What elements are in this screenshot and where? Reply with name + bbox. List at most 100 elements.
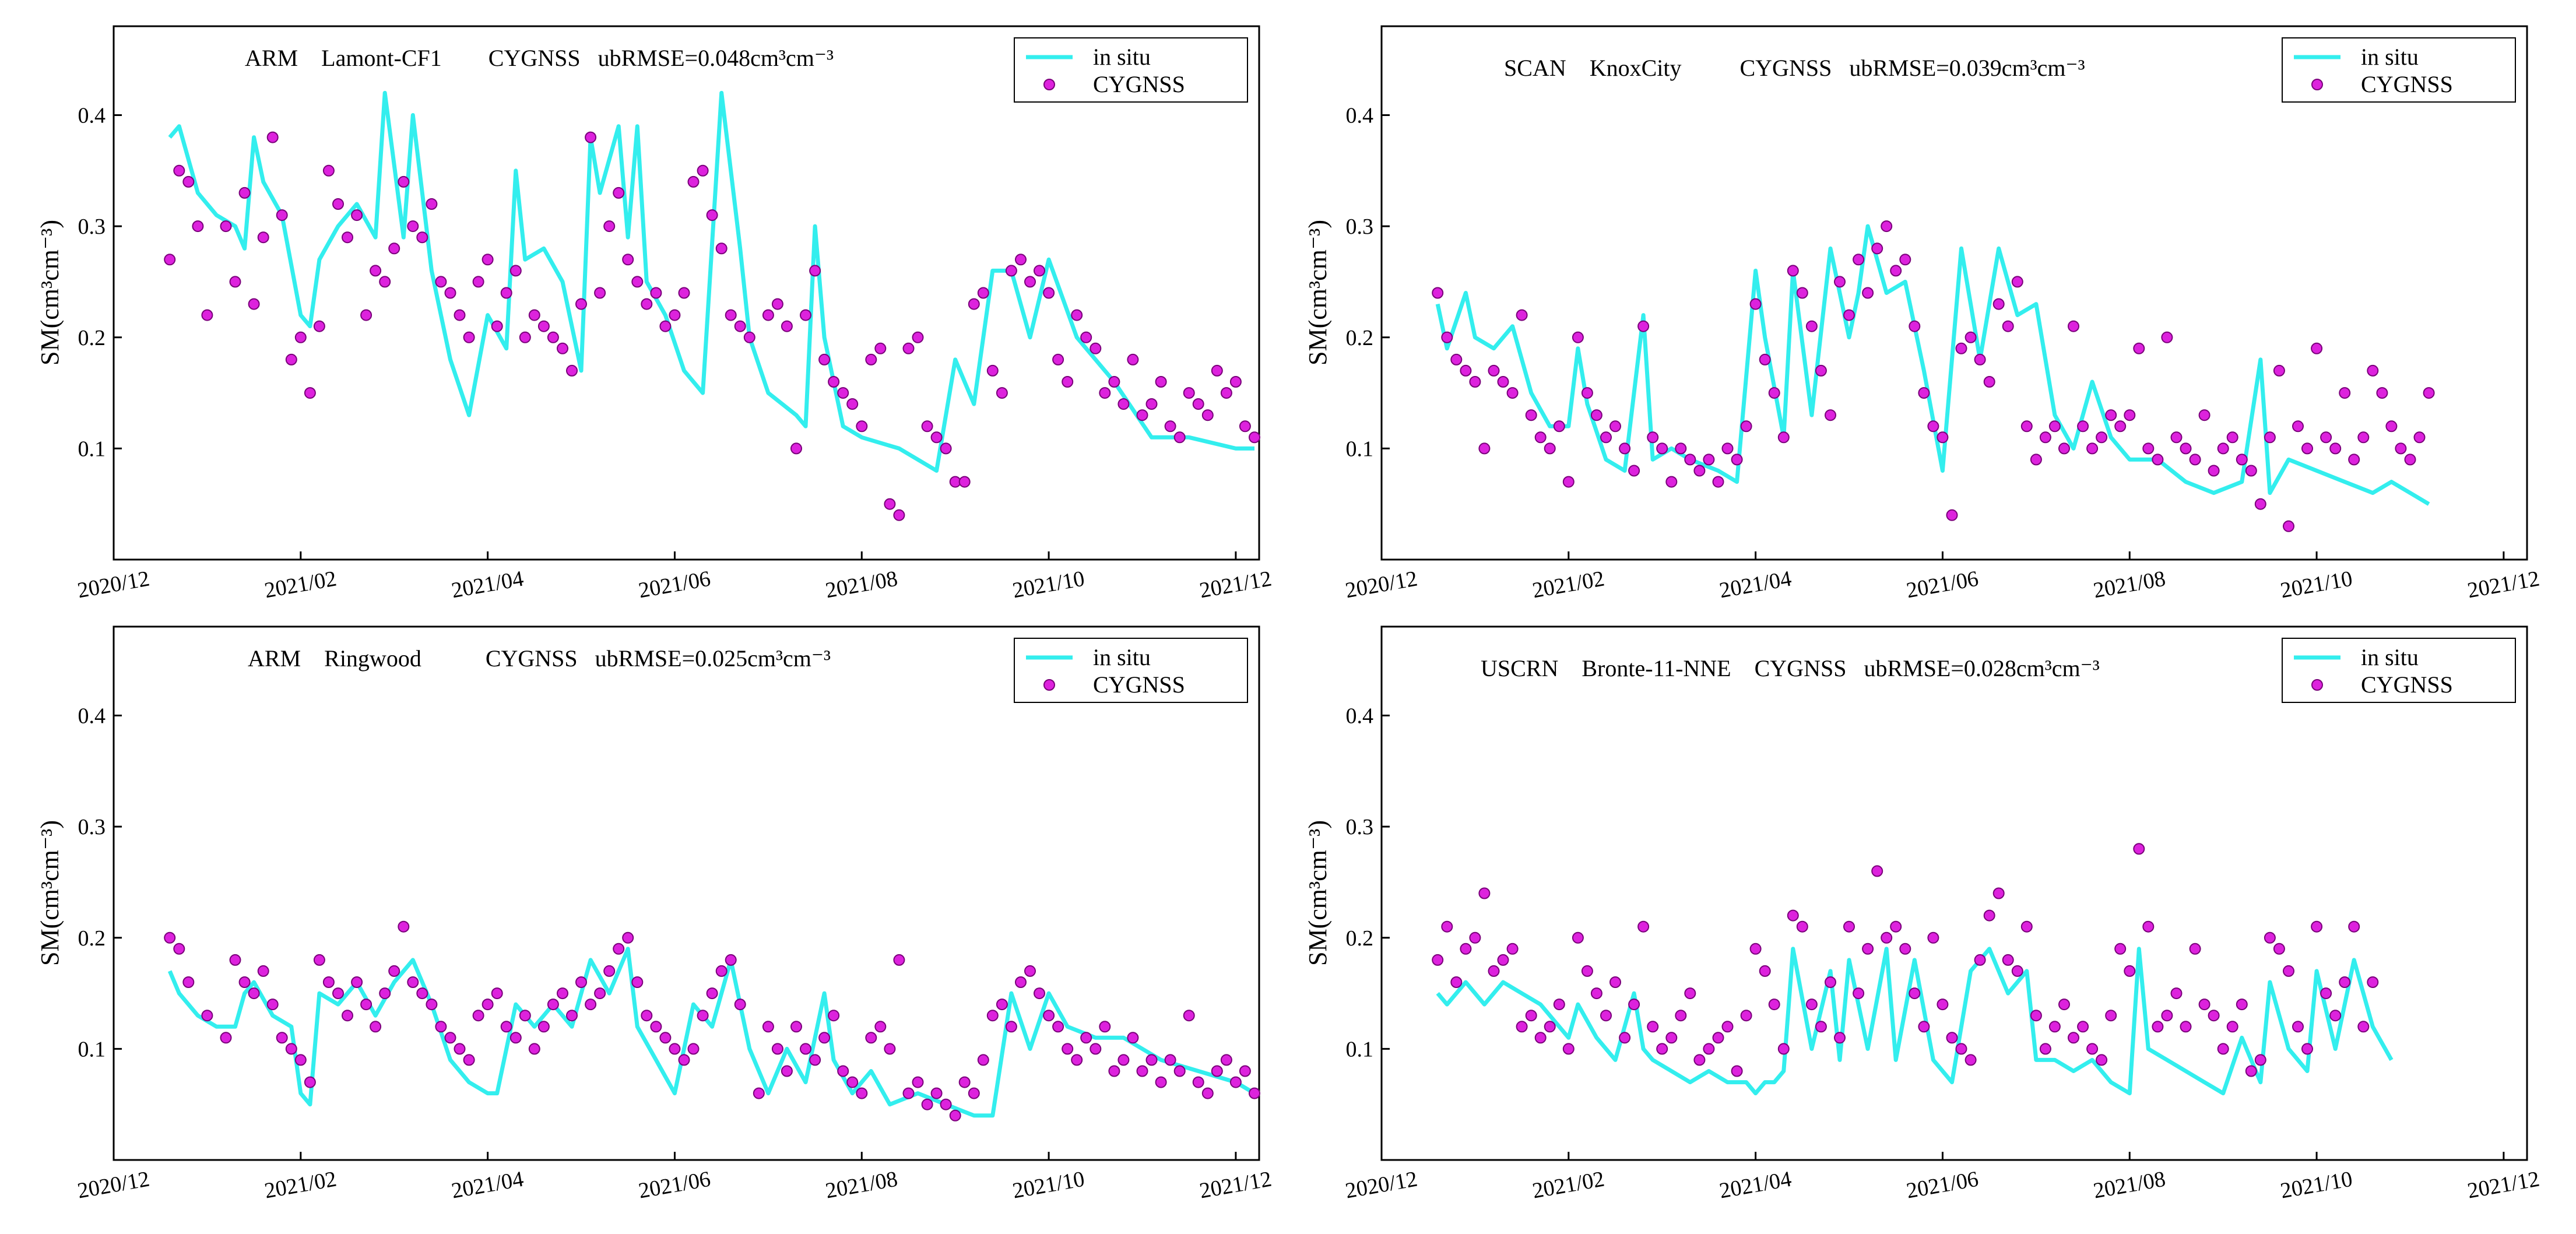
- x-tick-label: 2021/08: [824, 1167, 899, 1204]
- cygnss-point: [968, 1087, 980, 1099]
- x-tick-label: 2021/06: [637, 1167, 712, 1204]
- chart-title: USCRN Bronte-11-NNE CYGNSS ubRMSE=0.028c…: [1481, 655, 2100, 681]
- x-tick-label: 2020/12: [1344, 567, 1419, 603]
- cygnss-point: [509, 265, 522, 277]
- cygnss-point: [958, 1076, 971, 1088]
- cygnss-point: [1871, 242, 1883, 255]
- cygnss-point: [1825, 976, 1836, 988]
- x-tick-label: 2021/10: [1011, 567, 1087, 603]
- cygnss-point: [360, 999, 372, 1011]
- cygnss-point: [1946, 509, 1958, 521]
- cygnss-point: [1052, 1021, 1064, 1033]
- cygnss-point: [500, 1021, 512, 1033]
- chart-panel-bronte: 0.1 0.2 0.3 0.4 2020/12 2021/02 2021/04 2021/06…: [1303, 625, 2542, 1204]
- legend-in-situ-label: in situ: [1093, 44, 1151, 70]
- cygnss-point: [865, 1032, 877, 1044]
- cygnss-point: [1024, 276, 1036, 288]
- legend-box: [2282, 37, 2516, 103]
- cygnss-point: [229, 954, 241, 966]
- chart-title: ARM Ringwood CYGNSS ubRMSE=0.025cm³cm⁻³: [248, 645, 831, 672]
- legend-box: [1014, 37, 1248, 103]
- cygnss-point: [2086, 442, 2099, 455]
- cygnss-point: [2161, 1010, 2173, 1022]
- cygnss-point: [1090, 1043, 1102, 1055]
- cygnss-point: [2058, 442, 2070, 455]
- cygnss-point: [771, 1043, 783, 1055]
- cygnss-point: [1544, 442, 1556, 455]
- cygnss-point: [837, 387, 849, 399]
- cygnss-point: [1581, 387, 1593, 399]
- cygnss-point: [1619, 442, 1631, 455]
- cygnss-point: [1759, 965, 1771, 977]
- cygnss-point: [2395, 442, 2407, 455]
- cygnss-point: [743, 331, 755, 343]
- cygnss-point: [2273, 943, 2285, 955]
- cygnss-point: [2170, 431, 2183, 444]
- cygnss-point: [1853, 254, 1865, 266]
- legend: in situ CYGNSS: [1014, 638, 1248, 703]
- cygnss-point: [2236, 999, 2248, 1011]
- cygnss-point: [1805, 320, 1818, 332]
- cygnss-point: [771, 298, 783, 310]
- cygnss-point: [678, 1054, 690, 1066]
- cygnss-point: [164, 254, 176, 266]
- cygnss-point: [818, 1032, 831, 1044]
- cygnss-point: [322, 164, 335, 177]
- cygnss-point: [1590, 987, 1602, 1000]
- cygnss-point: [276, 1032, 288, 1044]
- cygnss-point: [706, 987, 718, 1000]
- cygnss-point: [986, 1010, 999, 1022]
- cygnss-point: [257, 231, 269, 244]
- plot-frame: [113, 625, 1260, 1161]
- chart-panel-lamont: 0.1 0.2 0.3 0.4 2020/12 2021/02 2021/04 2021/06…: [36, 25, 1274, 603]
- cygnss-point: [2039, 1043, 2051, 1055]
- cygnss-point: [856, 1087, 868, 1099]
- cygnss-point: [416, 987, 428, 1000]
- legend-cygnss-swatch: [1043, 679, 1055, 691]
- cygnss-point: [2367, 976, 2379, 988]
- cygnss-point: [1740, 1010, 1752, 1022]
- cygnss-point: [2357, 1021, 2370, 1033]
- x-tick-label: 2021/04: [1717, 567, 1793, 603]
- legend-cygnss-swatch: [1043, 79, 1055, 90]
- cygnss-point: [1628, 999, 1640, 1011]
- cygnss-point: [2198, 999, 2210, 1011]
- cygnss-point: [650, 287, 662, 299]
- cygnss-layer: [164, 920, 1260, 1122]
- legend: in situ CYGNSS: [1014, 37, 1248, 103]
- cygnss-point: [659, 1032, 672, 1044]
- cygnss-point: [1721, 1021, 1734, 1033]
- x-tick-label: 2021/04: [449, 1167, 525, 1204]
- cygnss-point: [800, 1043, 811, 1055]
- cygnss-point: [715, 242, 728, 255]
- cygnss-point: [893, 509, 905, 521]
- x-tick-label: 2021/12: [1198, 1167, 1274, 1204]
- cygnss-point: [426, 999, 438, 1011]
- cygnss-point: [313, 320, 325, 332]
- cygnss-point: [173, 943, 185, 955]
- cygnss-point: [1703, 453, 1715, 466]
- cygnss-point: [1796, 920, 1808, 933]
- y-tick-label: 0.3: [1346, 215, 1374, 239]
- cygnss-point: [2348, 920, 2360, 933]
- cygnss-point: [1192, 1076, 1204, 1088]
- cygnss-layer: [164, 131, 1260, 521]
- cygnss-point: [2068, 1032, 2079, 1044]
- cygnss-point: [332, 198, 344, 210]
- cygnss-point: [1145, 398, 1158, 410]
- cygnss-point: [435, 1021, 447, 1033]
- cygnss-point: [1183, 387, 1195, 399]
- cygnss-point: [697, 1010, 709, 1022]
- cygnss-point: [715, 965, 728, 977]
- cygnss-point: [940, 1098, 952, 1110]
- cygnss-point: [426, 198, 438, 210]
- cygnss-point: [2320, 987, 2332, 1000]
- cygnss-point: [1173, 431, 1186, 444]
- cygnss-point: [1647, 1021, 1659, 1033]
- cygnss-point: [1249, 1087, 1260, 1099]
- cygnss-point: [2198, 409, 2210, 421]
- cygnss-point: [1005, 1021, 1017, 1033]
- cygnss-point: [2124, 409, 2136, 421]
- cygnss-point: [1062, 376, 1074, 388]
- cygnss-point: [2292, 420, 2304, 433]
